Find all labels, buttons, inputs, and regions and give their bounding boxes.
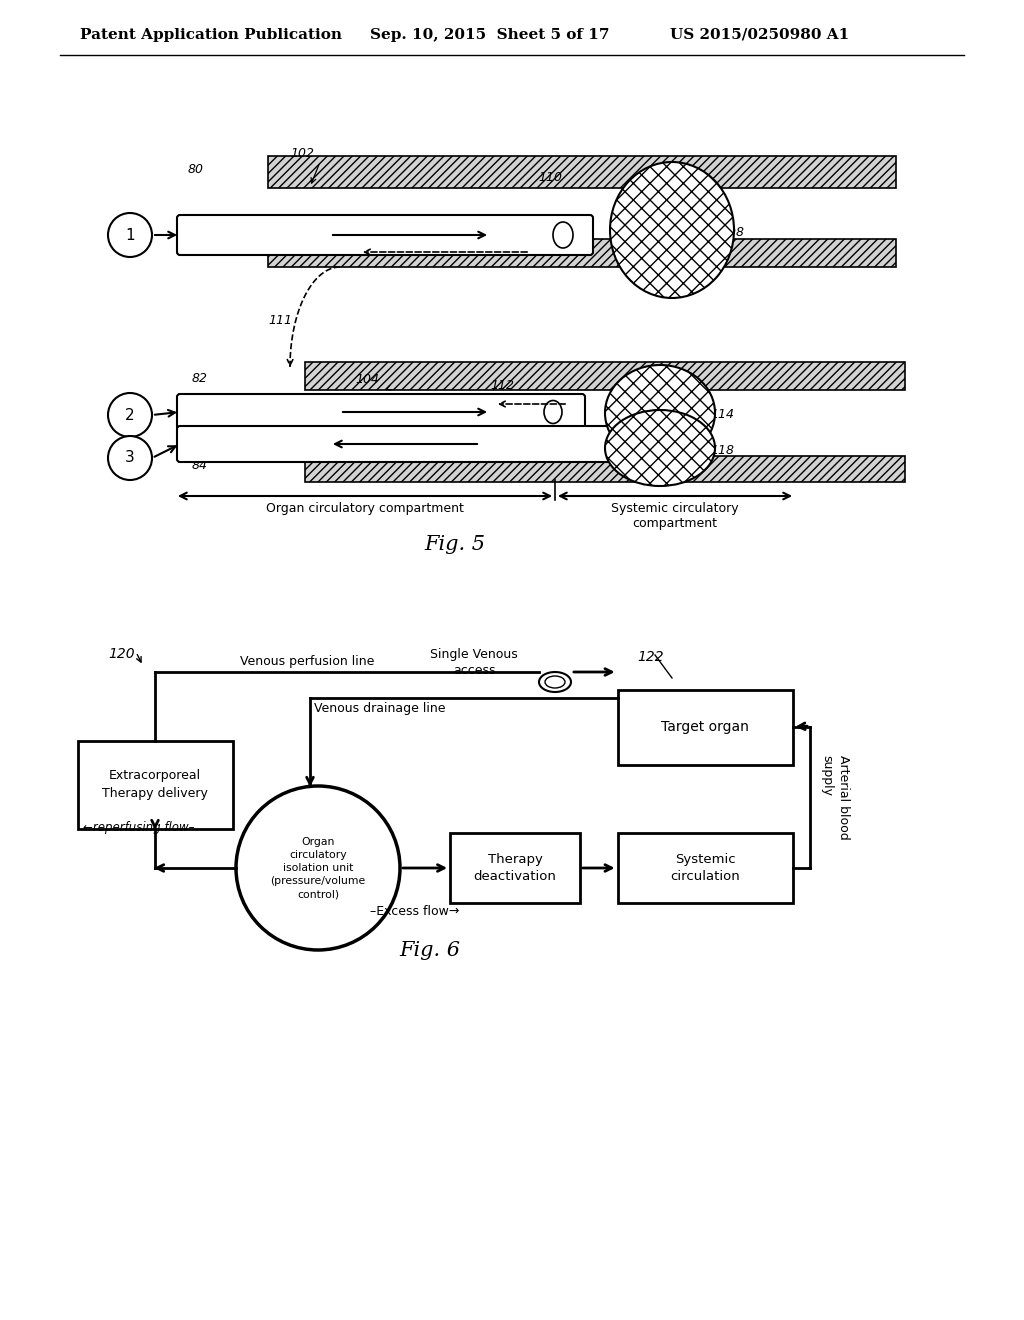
Bar — [268, 239, 896, 267]
Bar — [305, 455, 905, 482]
FancyBboxPatch shape — [177, 393, 585, 430]
Text: Fig. 6: Fig. 6 — [399, 940, 461, 960]
Text: Systemic circulatory
compartment: Systemic circulatory compartment — [611, 502, 738, 531]
FancyBboxPatch shape — [177, 426, 663, 462]
Ellipse shape — [553, 222, 573, 248]
Circle shape — [108, 213, 152, 257]
Text: Organ
circulatory
isolation unit
(pressure/volume
control): Organ circulatory isolation unit (pressu… — [270, 837, 366, 899]
Text: 80: 80 — [188, 162, 204, 176]
Text: 3: 3 — [125, 450, 135, 466]
Text: 111: 111 — [268, 314, 292, 326]
Bar — [305, 362, 905, 389]
Bar — [305, 362, 905, 389]
Text: Sep. 10, 2015  Sheet 5 of 17: Sep. 10, 2015 Sheet 5 of 17 — [370, 28, 609, 42]
Bar — [305, 455, 905, 482]
FancyBboxPatch shape — [177, 215, 593, 255]
Ellipse shape — [605, 411, 715, 486]
Text: 120: 120 — [108, 647, 134, 661]
Text: US 2015/0250980 A1: US 2015/0250980 A1 — [670, 28, 849, 42]
Text: 114: 114 — [710, 408, 734, 421]
Text: 84: 84 — [193, 459, 208, 473]
Text: Therapy
deactivation: Therapy deactivation — [473, 853, 556, 883]
Text: 112: 112 — [490, 379, 514, 392]
Ellipse shape — [544, 400, 562, 424]
Text: Venous drainage line: Venous drainage line — [314, 702, 445, 715]
Ellipse shape — [545, 676, 565, 688]
Text: Target organ: Target organ — [662, 719, 749, 734]
Bar — [617, 833, 793, 903]
Text: 1: 1 — [125, 227, 135, 243]
Circle shape — [108, 436, 152, 480]
Text: Organ circulatory compartment: Organ circulatory compartment — [266, 502, 464, 515]
Text: Patent Application Publication: Patent Application Publication — [80, 28, 342, 42]
Text: 102: 102 — [290, 147, 314, 160]
Text: 104: 104 — [355, 374, 379, 385]
Bar — [450, 833, 580, 903]
Circle shape — [236, 785, 400, 950]
Circle shape — [108, 393, 152, 437]
Ellipse shape — [605, 366, 715, 461]
Text: Extracorporeal
Therapy delivery: Extracorporeal Therapy delivery — [102, 770, 208, 800]
Text: Arterial blood
supply: Arterial blood supply — [820, 755, 850, 840]
Text: Single Venous
access: Single Venous access — [430, 648, 518, 677]
Bar — [268, 156, 896, 187]
Text: ←reperfusing flow–: ←reperfusing flow– — [83, 821, 195, 834]
Text: –Excess flow→: –Excess flow→ — [371, 906, 460, 917]
Bar — [268, 156, 896, 187]
Text: Systemic
circulation: Systemic circulation — [670, 853, 740, 883]
Text: 82: 82 — [193, 372, 208, 385]
Text: 122: 122 — [637, 649, 664, 664]
Bar — [268, 239, 896, 267]
Ellipse shape — [610, 162, 734, 298]
Bar — [78, 741, 232, 829]
Text: 118: 118 — [710, 444, 734, 457]
Text: Fig. 5: Fig. 5 — [425, 536, 485, 554]
Ellipse shape — [539, 672, 571, 692]
Text: 2: 2 — [125, 408, 135, 422]
Text: 108: 108 — [720, 226, 744, 239]
Text: Venous perfusion line: Venous perfusion line — [240, 655, 375, 668]
Text: 110: 110 — [538, 172, 562, 183]
Bar — [617, 689, 793, 764]
